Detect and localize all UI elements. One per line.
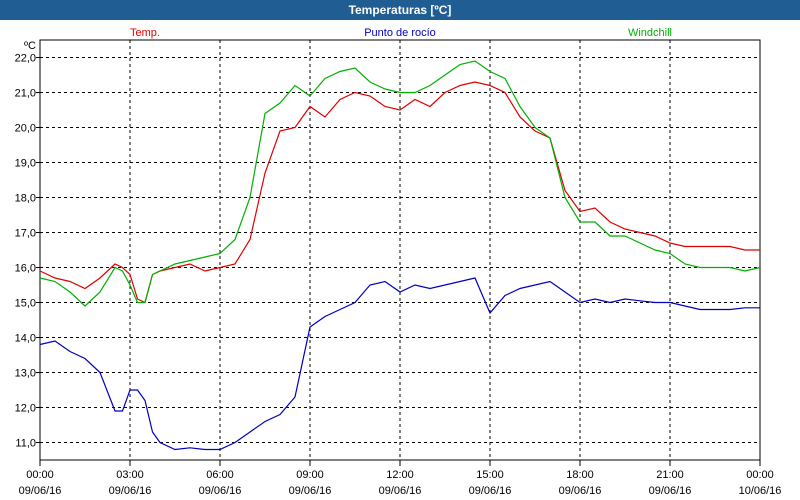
series-line-windchill xyxy=(39,60,761,307)
y-tick-label: 19,0 xyxy=(15,158,36,170)
window-title: Temperaturas [ºC] xyxy=(0,0,800,20)
series-line-dew-point xyxy=(39,277,760,451)
x-tick-time-label: 21:00 xyxy=(656,469,684,481)
y-tick-label: 18,0 xyxy=(15,193,36,205)
x-tick-time-label: 12:00 xyxy=(386,469,414,481)
x-tick-date-label: 09/06/16 xyxy=(379,485,422,497)
y-tick-label: 11,0 xyxy=(15,438,36,450)
y-tick-label: 16,0 xyxy=(15,263,36,275)
x-tick-time-label: 00:00 xyxy=(746,469,774,481)
legend-windchill: Windchill xyxy=(628,27,672,39)
x-tick-time-label: 03:00 xyxy=(116,469,144,481)
y-tick-label: 22,0 xyxy=(15,53,36,65)
x-tick-date-label: 09/06/16 xyxy=(289,485,332,497)
legend-dew-point: Punto de rocío xyxy=(364,27,436,39)
x-tick-date-label: 09/06/16 xyxy=(109,485,152,497)
x-tick-date-label: 09/06/16 xyxy=(199,485,242,497)
y-tick-label: 13,0 xyxy=(15,368,36,380)
y-tick-label: 17,0 xyxy=(15,228,36,240)
x-tick-date-label: 10/06/16 xyxy=(739,485,782,497)
x-tick-time-label: 06:00 xyxy=(206,469,234,481)
x-tick-date-label: 09/06/16 xyxy=(469,485,512,497)
x-tick-date-label: 09/06/16 xyxy=(19,485,62,497)
y-tick-label: 20,0 xyxy=(15,123,36,135)
legend-temp: Temp. xyxy=(130,27,160,39)
y-tick-label: 14,0 xyxy=(15,333,36,345)
x-tick-time-label: 00:00 xyxy=(26,469,54,481)
y-axis-unit: ºC xyxy=(24,40,36,52)
x-tick-time-label: 09:00 xyxy=(296,469,324,481)
series-line-temp xyxy=(39,81,760,304)
y-tick-label: 12,0 xyxy=(15,403,36,415)
temperature-chart: ºC Temp. Punto de rocío Windchill 22,0 21… xyxy=(15,27,782,497)
x-tick-date-label: 09/06/16 xyxy=(559,485,602,497)
y-tick-label: 15,0 xyxy=(15,298,36,310)
y-tick-label: 21,0 xyxy=(15,88,36,100)
x-tick-time-label: 15:00 xyxy=(476,469,504,481)
x-tick-time-label: 18:00 xyxy=(566,469,594,481)
x-tick-date-label: 09/06/16 xyxy=(649,485,692,497)
